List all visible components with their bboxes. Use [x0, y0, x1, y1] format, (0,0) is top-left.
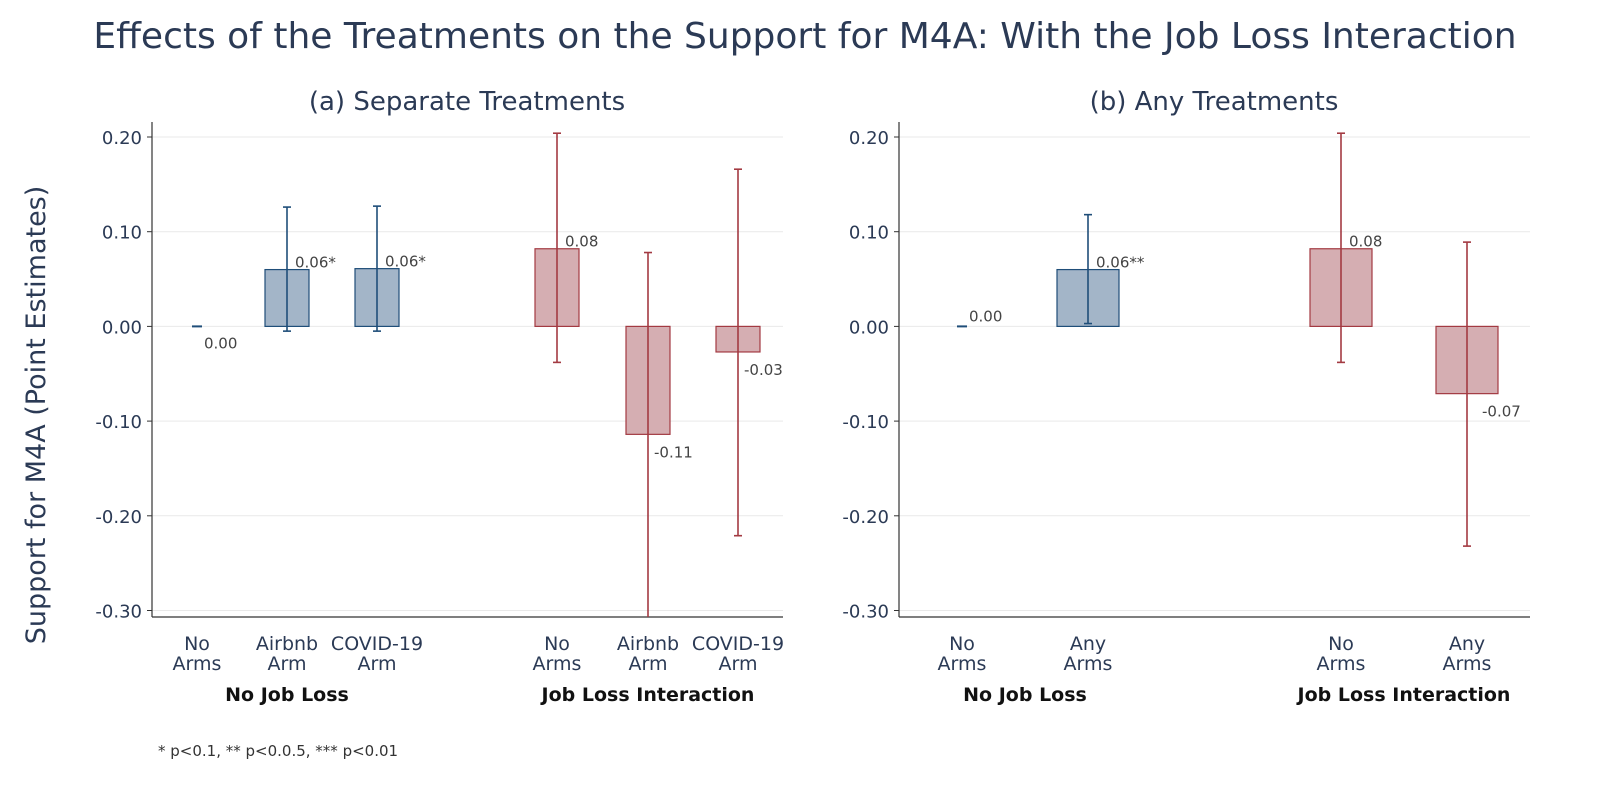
chart-title: Effects of the Treatments on the Support…	[93, 16, 1516, 57]
data-label: 0.00	[969, 307, 1002, 325]
y-tick-label: 0.20	[849, 128, 889, 149]
x-tick-label: Any	[1449, 633, 1485, 655]
group-label: Job Loss Interaction	[540, 684, 755, 706]
x-tick-label: Airbnb	[256, 633, 318, 655]
data-label: 0.06*	[385, 253, 426, 271]
chart-panels: (a) Separate Treatments 0.20 0.10 0.00 -0.10…	[95, 87, 1530, 706]
data-label: 0.00	[204, 334, 237, 352]
x-tick-label: Any	[1070, 633, 1106, 655]
x-tick-label: Arms	[1317, 653, 1366, 675]
y-tick-label: 0.10	[849, 223, 889, 244]
y-tick-label: -0.10	[95, 412, 142, 433]
chart-panel-b: (b) Any Treatments 0.20 0.10 0.00 -0.10 -0.20…	[842, 87, 1530, 706]
y-tick-label: 0.00	[849, 317, 889, 338]
x-tick-label: Arms	[938, 653, 987, 675]
group-label: No Job Loss	[225, 684, 349, 706]
y-tick-label: -0.30	[842, 602, 889, 623]
x-tick-label: COVID-19	[692, 633, 784, 655]
y-tick-label: -0.20	[842, 507, 889, 528]
data-label: 0.06*	[295, 254, 336, 272]
data-label: 0.08	[565, 233, 598, 251]
x-tick-label: Arm	[719, 653, 758, 675]
x-tick-label: COVID-19	[331, 633, 423, 655]
x-tick-label: Arms	[1443, 653, 1492, 675]
data-label: 0.06**	[1096, 254, 1145, 272]
group-label: No Job Loss	[963, 684, 1087, 706]
x-tick-label: Arms	[173, 653, 222, 675]
chart-panel-a: (a) Separate Treatments 0.20 0.10 0.00 -0.10…	[95, 87, 784, 706]
x-tick-label: No	[949, 633, 975, 655]
y-tick-label: 0.20	[102, 128, 142, 149]
group-label: Job Loss Interaction	[1296, 684, 1511, 706]
data-label: -0.07	[1482, 403, 1521, 421]
data-label: 0.08	[1349, 233, 1382, 251]
data-label: -0.03	[744, 361, 783, 379]
x-tick-label: No	[184, 633, 210, 655]
y-tick-label: -0.20	[95, 507, 142, 528]
y-axis-label: Support for M4A (Point Estimates)	[21, 186, 52, 645]
y-tick-label: 0.00	[102, 317, 142, 338]
x-tick-label: Arm	[629, 653, 668, 675]
panel-title: (b) Any Treatments	[1090, 87, 1339, 117]
x-tick-label: Arm	[268, 653, 307, 675]
x-tick-label: No	[1328, 633, 1354, 655]
x-tick-label: Arms	[1064, 653, 1113, 675]
x-tick-label: No	[544, 633, 570, 655]
x-tick-label: Arms	[533, 653, 582, 675]
y-tick-label: 0.10	[102, 223, 142, 244]
y-tick-label: -0.30	[95, 602, 142, 623]
y-tick-label: -0.10	[842, 412, 889, 433]
panel-title: (a) Separate Treatments	[309, 87, 625, 117]
x-tick-label: Arm	[358, 653, 397, 675]
data-label: -0.11	[654, 443, 693, 461]
significance-footnote: * p<0.1, ** p<0.0.5, *** p<0.01	[158, 742, 398, 760]
x-tick-label: Airbnb	[617, 633, 679, 655]
